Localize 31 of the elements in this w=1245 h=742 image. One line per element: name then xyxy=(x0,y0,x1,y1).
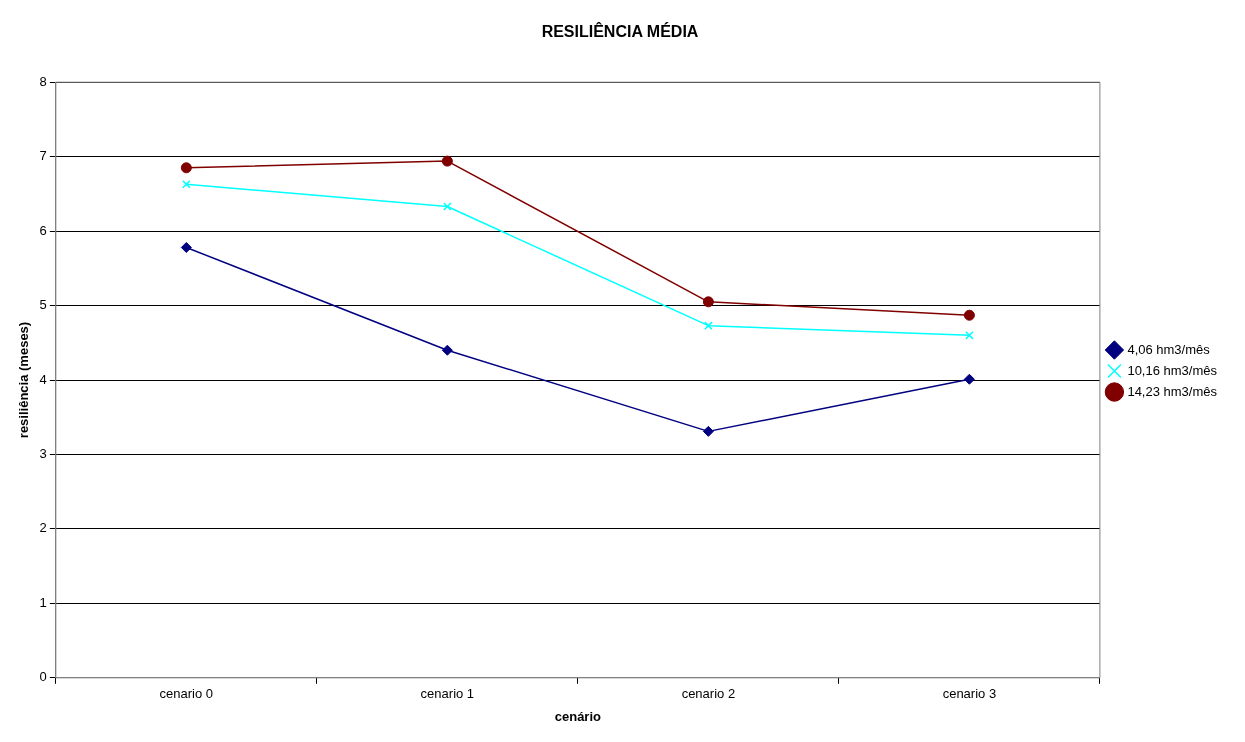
point xyxy=(182,179,191,189)
legend-label: 4,06 hm3/mês xyxy=(1127,341,1211,357)
point xyxy=(963,373,975,385)
x-tick-label: cenario 0 xyxy=(159,686,214,702)
y-tick-label: 2 xyxy=(39,520,47,536)
y-tick-label: 5 xyxy=(39,297,47,313)
point xyxy=(441,344,453,356)
point xyxy=(441,155,453,167)
point xyxy=(180,241,192,253)
point xyxy=(702,296,714,308)
y-tick-label: 6 xyxy=(39,222,47,238)
y-tick-label: 0 xyxy=(39,669,47,685)
point xyxy=(963,309,975,321)
legend-label: 14,23 hm3/mês xyxy=(1127,383,1218,399)
x-axis-title: cenário xyxy=(554,708,602,724)
y-tick-label: 7 xyxy=(39,148,47,164)
chart-title: RESILIÊNCIA MÉDIA xyxy=(541,22,699,41)
legend-label: 10,16 hm3/mês xyxy=(1127,362,1218,378)
y-tick-label: 1 xyxy=(39,594,47,610)
y-tick-label: 4 xyxy=(39,371,47,387)
x-tick-label: cenario 1 xyxy=(420,686,475,702)
x-tick-label: cenario 2 xyxy=(681,686,736,702)
point xyxy=(704,321,713,330)
y-tick-label: 8 xyxy=(39,73,47,89)
x-tick-label: cenario 3 xyxy=(942,686,997,702)
point xyxy=(180,162,192,174)
point xyxy=(443,202,452,211)
y-axis-title: resiliência (meses) xyxy=(16,321,32,439)
point xyxy=(702,425,714,437)
y-tick-label: 3 xyxy=(39,446,47,462)
point xyxy=(965,331,974,340)
